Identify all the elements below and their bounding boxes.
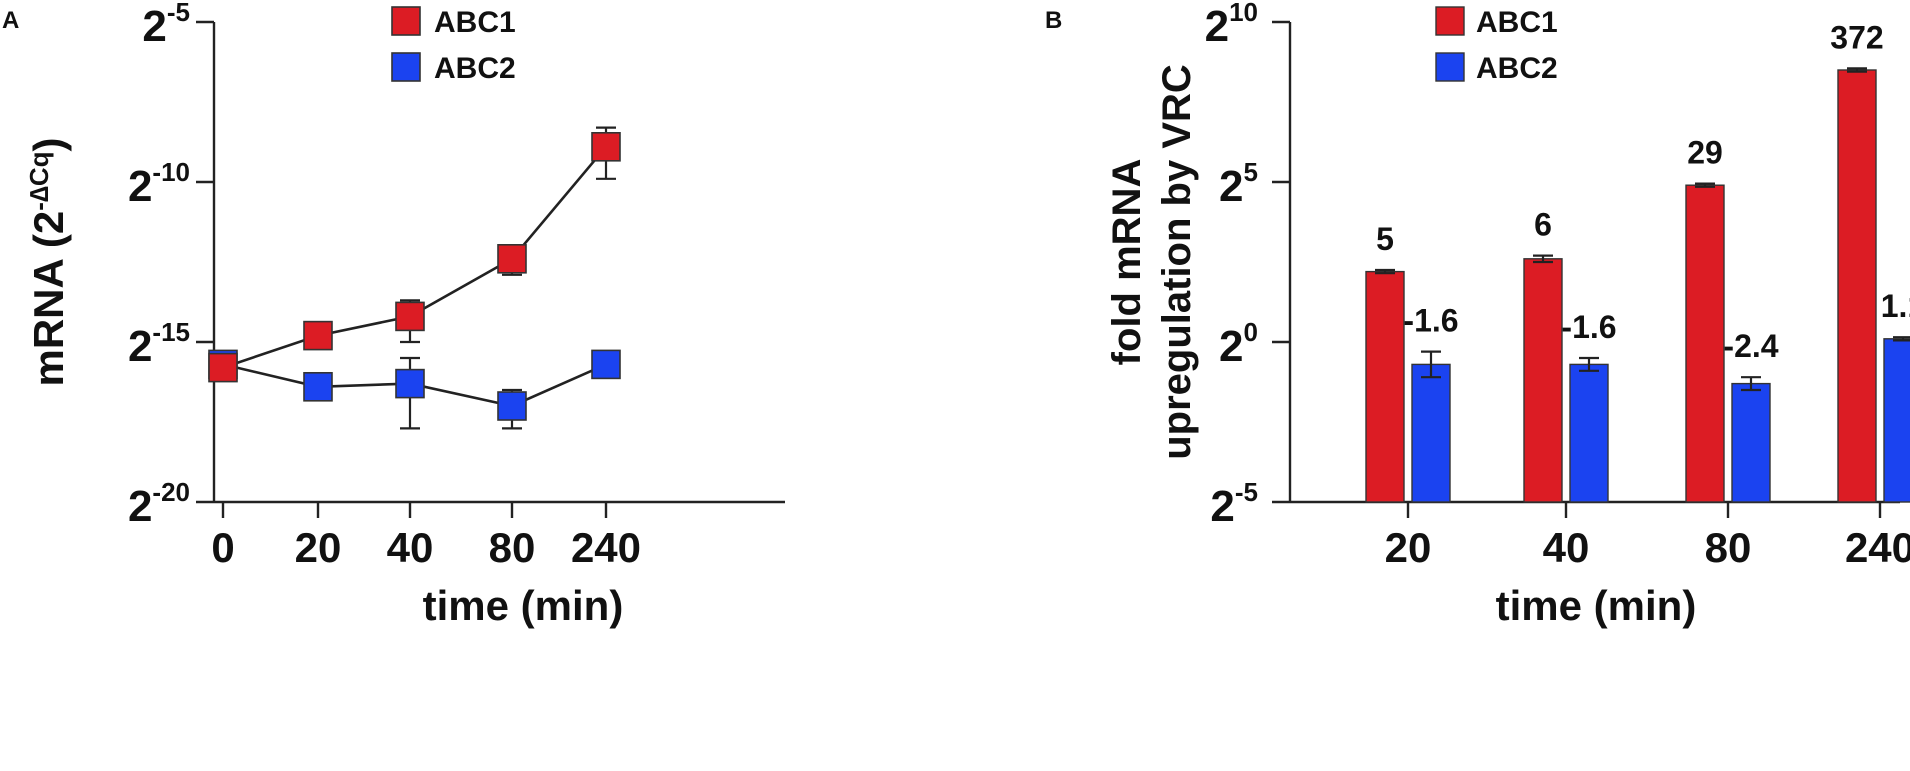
panel-a-line-chart: A 2-52-102-152-20 0 20 40 80 240 ABC1 ABC2 t… [2,0,785,629]
panel-a-y-tick-label-exponent: -5 [167,0,190,27]
panel-a-x-tick-label: 20 [295,524,342,571]
panel-b-bar-abc1 [1837,69,1877,503]
panel-b-data-label-abc2: -1.6 [1403,303,1458,339]
panel-b-error-bar-abc1 [1695,182,1715,188]
panel-a-y-tick-label: 2-10 [128,157,190,211]
panel-b-data-label-abc1: 372 [1830,19,1883,55]
panel-a-legend-label-abc1: ABC1 [434,6,516,39]
panel-b-y-tick-label-exponent: -5 [1235,477,1258,507]
panel-b-legend-swatch-abc2 [1435,52,1465,82]
panel-b-legend-label-abc1: ABC1 [1476,6,1558,39]
panel-b-bars [1365,69,1910,503]
panel-a-legend: ABC1 ABC2 [391,6,516,85]
panel-a-line-abc1 [222,145,607,369]
panel-a-y-axis-title-main: mRNA (2 [25,211,72,387]
panel-a-y-tick-label: 2-15 [128,317,190,371]
panel-a-point-abc1 [395,301,425,332]
panel-b-bar-abc1 [1523,258,1563,503]
panel-b-y-tick-label-base: 2 [1205,2,1229,51]
panel-b-y-tick-label: 210 [1205,0,1258,51]
panel-b-label: B [1045,7,1062,34]
panel-a-legend-swatch-abc2 [391,52,421,82]
panel-b-x-tick-label: 40 [1543,524,1590,571]
panel-a-x-tick-label: 0 [211,524,234,571]
panel-b-data-label-abc2: -2.4 [1723,328,1778,364]
panel-b-y-tick-label-base: 2 [1210,482,1234,531]
panel-b-bar-abc1 [1685,184,1725,503]
panel-b-legend: ABC1 ABC2 [1435,6,1558,85]
panel-b-error-bar-abc2 [1421,350,1441,379]
panel-a-label: A [2,7,19,34]
panel-b-x-tick-label: 20 [1385,524,1432,571]
panel-a-y-tick-label: 2-20 [128,477,190,531]
panel-b-error-bar-abc1 [1533,254,1553,264]
panel-a-y-axis-title-exponent: -∆Cq [24,151,54,210]
panel-a-point-abc1 [497,244,527,274]
panel-b-error-bars [1375,67,1910,392]
panel-b-data-labels: 5 6 29 372 -1.6 -1.6 -2.4 1.1 [1376,19,1910,364]
panel-a-y-tick-label-base: 2 [128,162,152,211]
panel-b-y-tick-label: 20 [1219,317,1258,371]
panel-b-y-tick-label: 25 [1219,157,1258,211]
panel-b-x-tick-label: 240 [1845,524,1910,571]
panel-b-error-bar-abc2 [1741,376,1761,392]
panel-a-point-abc1 [591,132,621,162]
panel-b-data-label-abc2: 1.1 [1881,288,1910,324]
panel-a-point-abc2 [303,371,333,402]
panel-b-y-tick-label-base: 2 [1219,162,1243,211]
panel-b-data-label-abc1: 6 [1534,207,1552,243]
panel-b-y-tick-label-exponent: 5 [1244,157,1258,187]
panel-b-y-tick-label-base: 2 [1219,322,1243,371]
panel-b-y-tick-label-exponent: 10 [1229,0,1258,27]
panel-a-x-ticks: 0 20 40 80 240 [211,502,641,571]
panel-a-legend-swatch-abc1 [391,6,421,36]
panel-a-x-axis-title: time (min) [423,582,624,629]
panel-b-x-tick-label: 80 [1705,524,1752,571]
panel-b-data-label-abc2: -1.6 [1561,309,1616,345]
panel-b-data-label-abc1: 29 [1687,135,1723,171]
panel-b-bar-abc2 [1569,363,1609,503]
panel-b-error-bar-abc1 [1847,67,1867,73]
panel-a-x-tick-label: 40 [387,524,434,571]
panel-a-y-tick-label-exponent: -20 [152,477,190,507]
panel-b-y-tick-label: 2-5 [1210,477,1258,531]
panel-a-x-tick-label: 240 [571,524,641,571]
panel-a-y-tick-label-base: 2 [128,322,152,371]
panel-a-y-tick-label-base: 2 [128,482,152,531]
panel-b-y-axis-title-line1: fold mRNA [1105,159,1149,366]
panel-b-y-tick-label-exponent: 0 [1244,317,1258,347]
panel-a-point-abc2 [591,349,621,380]
panel-a-x-tick-label: 80 [489,524,536,571]
panel-a-y-axis-title: mRNA (2-∆Cq) [24,137,72,386]
panel-b-y-axis-title-line2: upregulation by VRC [1155,64,1199,460]
panel-a-markers [208,132,621,421]
panel-b-error-bar-abc1 [1375,268,1395,275]
panel-b-error-bar-abc2 [1579,356,1599,372]
panel-b-data-label-abc1: 5 [1376,221,1394,257]
panel-a-series-lines [222,145,607,408]
panel-b-legend-label-abc2: ABC2 [1476,52,1558,85]
panel-a-legend-label-abc2: ABC2 [434,52,516,85]
panel-a-y-axis-title-close: ) [25,137,72,151]
panel-b-x-ticks: 20 40 80 240 [1385,502,1910,571]
panel-a-y-ticks: 2-52-102-152-20 [128,0,214,531]
panel-b-bar-abc2 [1411,363,1451,503]
panel-a-y-tick-label: 2-5 [142,0,190,51]
panel-a-point-abc1 [303,320,333,351]
panel-a-y-tick-label-base: 2 [142,2,166,51]
panel-a-point-abc2 [395,368,425,399]
panel-a-point-abc1 [208,352,238,383]
panel-a-y-tick-label-exponent: -10 [152,157,190,187]
panel-b-legend-swatch-abc1 [1435,6,1465,36]
panel-b-bar-abc1 [1365,270,1405,503]
panel-a-point-abc2 [497,391,527,421]
panel-b-bar-abc2 [1731,382,1771,503]
panel-a-y-tick-label-exponent: -15 [152,317,190,347]
panel-b-bar-abc2 [1883,338,1910,503]
panel-b-x-axis-title: time (min) [1496,582,1697,629]
